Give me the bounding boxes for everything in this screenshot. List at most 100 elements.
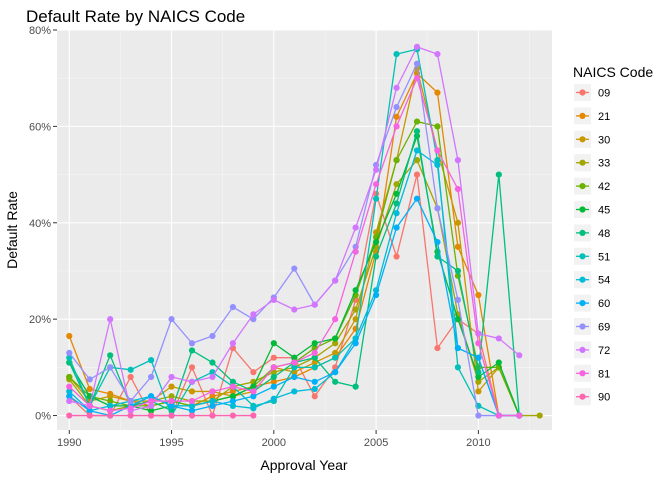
data-point — [168, 393, 175, 400]
data-point — [250, 412, 257, 419]
data-point — [270, 378, 277, 385]
data-point — [209, 393, 216, 400]
data-point — [86, 412, 93, 419]
data-point — [372, 166, 380, 173]
data-point — [250, 393, 257, 400]
data-point — [454, 296, 462, 303]
data-point — [250, 388, 257, 395]
legend-item: 81 — [574, 364, 610, 382]
data-point — [229, 304, 237, 311]
data-point — [168, 397, 175, 405]
data-point — [291, 306, 298, 313]
data-point — [413, 43, 421, 50]
data-point — [495, 171, 502, 178]
legend-key-point — [579, 89, 586, 96]
data-point — [332, 316, 339, 323]
legend-label: 48 — [598, 228, 610, 240]
x-tick-label: 1995 — [159, 437, 183, 449]
legend-item: 33 — [574, 154, 610, 172]
legend-label: 81 — [598, 368, 610, 380]
data-point — [332, 340, 339, 347]
data-point — [454, 267, 462, 275]
data-point — [311, 354, 318, 361]
data-point — [229, 383, 237, 390]
legend-key-point — [579, 276, 586, 283]
data-point — [209, 388, 216, 395]
data-point — [352, 316, 359, 323]
data-point — [209, 332, 216, 340]
data-point — [209, 373, 216, 381]
legend-key-point — [579, 112, 586, 119]
data-point — [352, 306, 359, 313]
data-point — [311, 385, 318, 393]
legend-key-point — [579, 393, 586, 400]
data-point — [209, 412, 216, 419]
data-point — [372, 238, 380, 246]
data-point — [352, 248, 359, 255]
data-point — [107, 402, 114, 410]
data-point — [66, 354, 73, 361]
data-point — [107, 393, 114, 400]
legend-item: 21 — [574, 107, 610, 125]
data-point — [372, 181, 380, 188]
data-point — [86, 376, 93, 383]
data-point — [516, 352, 523, 359]
data-point — [188, 402, 196, 410]
data-point — [168, 412, 175, 419]
data-point — [475, 388, 482, 395]
data-point — [168, 402, 175, 410]
legend-item: 72 — [574, 341, 610, 359]
legend-key-point — [579, 136, 586, 143]
data-point — [516, 412, 523, 419]
series-90 — [66, 412, 257, 419]
data-point — [434, 50, 441, 58]
y-tick-label: 0% — [35, 411, 51, 423]
y-axis-title: Default Rate — [4, 191, 20, 269]
data-point — [454, 185, 462, 193]
data-point — [352, 383, 359, 390]
legend-item: 51 — [574, 247, 610, 265]
data-point — [270, 369, 277, 376]
data-point — [229, 402, 237, 410]
data-point — [127, 373, 134, 381]
data-point — [332, 378, 339, 385]
legend-item: 48 — [574, 224, 610, 242]
legend-key-point — [579, 370, 586, 377]
data-point — [393, 104, 400, 111]
data-point — [270, 354, 277, 361]
data-point — [413, 118, 421, 125]
data-point — [475, 412, 482, 419]
data-point — [454, 344, 462, 352]
data-point — [311, 340, 318, 347]
data-point — [434, 147, 441, 154]
data-point — [188, 412, 196, 419]
data-point — [86, 407, 93, 414]
y-tick-label: 20% — [29, 314, 51, 326]
data-point — [250, 383, 257, 390]
data-point — [291, 388, 298, 395]
data-point — [107, 412, 114, 419]
legend-item: 60 — [574, 294, 610, 312]
data-point — [413, 157, 421, 164]
legend-item: 42 — [574, 177, 610, 195]
data-point — [434, 157, 441, 164]
legend-key-point — [579, 346, 586, 353]
data-point — [393, 210, 400, 217]
data-point — [66, 388, 73, 395]
data-point — [291, 373, 298, 381]
data-point — [475, 291, 482, 299]
legend-label: 42 — [598, 181, 610, 193]
data-point — [107, 316, 114, 323]
data-point — [66, 349, 73, 356]
data-point — [168, 383, 175, 390]
data-point — [147, 373, 155, 381]
legend-item: 30 — [574, 130, 610, 148]
data-point — [332, 349, 339, 356]
legend-item: 90 — [574, 388, 610, 406]
series-72 — [66, 43, 523, 414]
legend-title: NAICS Code — [573, 64, 653, 80]
data-point — [270, 373, 277, 381]
legend-label: 21 — [598, 111, 610, 123]
